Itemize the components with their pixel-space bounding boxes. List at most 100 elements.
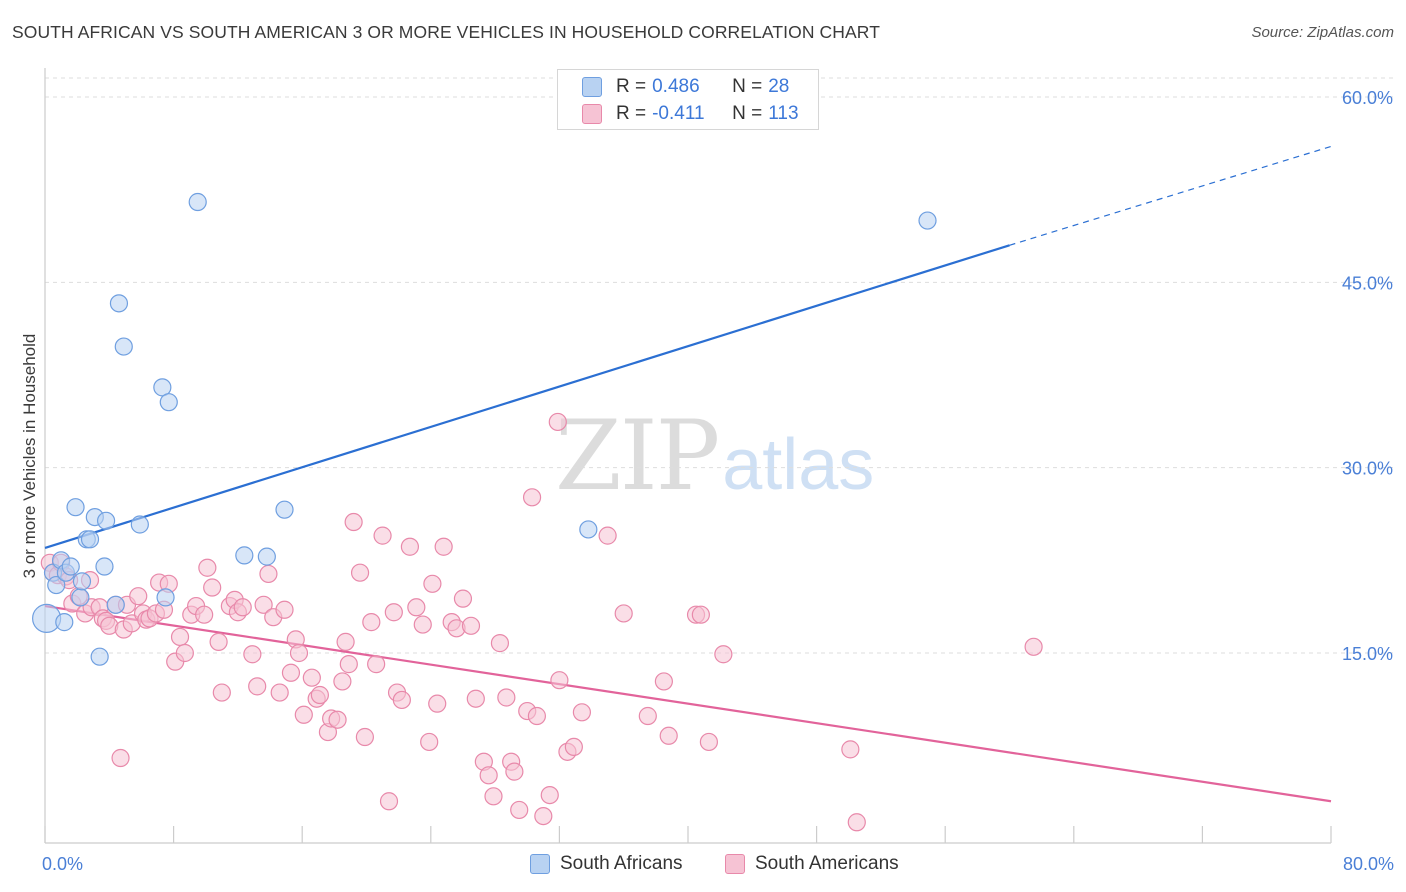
x-tick-label: 80.0% bbox=[1343, 854, 1394, 874]
trend-lines bbox=[44, 145, 1332, 803]
point-south-americans bbox=[209, 632, 228, 651]
point-south-americans bbox=[248, 677, 267, 696]
point-south-africans bbox=[159, 393, 178, 412]
point-south-americans bbox=[392, 690, 411, 710]
point-south-americans bbox=[233, 598, 252, 617]
point-south-americans bbox=[355, 727, 374, 747]
point-south-americans bbox=[195, 605, 214, 624]
point-south-americans bbox=[289, 643, 309, 663]
point-south-africans bbox=[106, 595, 125, 614]
point-south-americans bbox=[699, 732, 718, 752]
legend-swatch-blue bbox=[530, 854, 550, 874]
r-label: R = bbox=[616, 76, 647, 97]
point-south-americans bbox=[384, 603, 403, 622]
watermark: ZIPatlas bbox=[555, 400, 874, 512]
point-south-americans bbox=[243, 645, 262, 664]
n-label: N = bbox=[732, 103, 763, 124]
point-south-americans bbox=[129, 587, 148, 606]
point-south-americans bbox=[466, 689, 485, 708]
point-south-americans bbox=[841, 740, 860, 759]
point-south-americans bbox=[614, 604, 633, 623]
point-south-americans bbox=[505, 762, 524, 781]
legend-swatch-pink bbox=[725, 854, 745, 874]
point-south-americans bbox=[281, 663, 301, 682]
point-south-africans bbox=[90, 647, 109, 666]
n-value: 28 bbox=[768, 76, 790, 97]
point-south-americans bbox=[407, 598, 426, 617]
point-south-americans bbox=[423, 574, 442, 593]
point-south-africans bbox=[156, 588, 175, 607]
point-south-americans bbox=[420, 732, 439, 752]
chart-source: Source: ZipAtlas.com bbox=[1251, 24, 1394, 41]
x-tick-label: 0.0% bbox=[42, 854, 83, 874]
y-tick-label: 15.0% bbox=[1342, 644, 1393, 664]
point-south-americans bbox=[333, 672, 352, 691]
point-south-americans bbox=[659, 726, 678, 745]
r-value: -0.411 bbox=[652, 103, 705, 124]
legend-swatch-blue bbox=[582, 77, 602, 97]
point-south-africans bbox=[109, 294, 129, 313]
trend-line-south-americans bbox=[44, 604, 1332, 803]
chart-title: SOUTH AFRICAN VS SOUTH AMERICAN 3 OR MOR… bbox=[12, 22, 881, 42]
r-label: R = bbox=[616, 103, 647, 124]
point-south-americans bbox=[367, 655, 386, 674]
data-points bbox=[32, 192, 1043, 832]
point-south-americans bbox=[328, 710, 347, 729]
watermark-zip: ZIP bbox=[555, 400, 720, 512]
point-south-americans bbox=[510, 800, 529, 820]
point-south-africans bbox=[275, 500, 294, 519]
trend-line-south-africans bbox=[44, 244, 1010, 550]
point-south-americans bbox=[490, 634, 510, 653]
point-south-americans bbox=[198, 558, 217, 577]
point-south-africans bbox=[579, 520, 598, 539]
tick-labels: 15.0% 30.0% 45.0% 60.0% 0.0% 80.0% bbox=[42, 88, 1394, 874]
trend-line-south-africans-projection bbox=[1009, 145, 1332, 246]
correlation-legend: R = 0.486 N = 28 R = -0.411 N = 113 bbox=[557, 69, 819, 130]
point-south-africans bbox=[66, 498, 85, 517]
point-south-americans bbox=[540, 785, 559, 805]
point-south-americans bbox=[254, 595, 273, 614]
legend-label: South Africans bbox=[560, 853, 683, 874]
point-south-americans bbox=[270, 683, 289, 702]
legend-row-south-americans: R = -0.411 N = 113 bbox=[582, 101, 799, 127]
legend-item-south-africans: South Africans bbox=[530, 852, 683, 876]
point-south-africans bbox=[80, 530, 100, 549]
point-south-americans bbox=[259, 564, 278, 584]
point-south-americans bbox=[362, 613, 381, 632]
legend-row-south-africans: R = 0.486 N = 28 bbox=[582, 74, 789, 100]
point-south-americans bbox=[484, 787, 503, 806]
point-south-africans bbox=[918, 211, 937, 230]
point-south-americans bbox=[302, 668, 321, 687]
point-south-americans bbox=[336, 632, 355, 651]
point-south-africans bbox=[95, 557, 114, 576]
point-south-americans bbox=[428, 694, 447, 713]
point-south-africans bbox=[71, 588, 90, 607]
grid-lines bbox=[45, 77, 1394, 654]
r-value: 0.486 bbox=[652, 76, 700, 97]
y-tick-label: 60.0% bbox=[1342, 88, 1393, 108]
point-south-americans bbox=[170, 627, 190, 647]
point-south-americans bbox=[691, 605, 710, 624]
point-south-americans bbox=[497, 688, 516, 707]
point-south-africans bbox=[235, 546, 254, 565]
point-south-americans bbox=[564, 737, 583, 757]
point-south-americans bbox=[572, 703, 592, 722]
point-south-africans bbox=[55, 613, 74, 632]
point-south-americans bbox=[534, 806, 553, 826]
point-south-americans bbox=[373, 526, 392, 545]
point-south-americans bbox=[400, 537, 420, 556]
point-south-americans bbox=[522, 488, 542, 507]
point-south-americans bbox=[344, 512, 363, 532]
point-south-americans bbox=[1024, 637, 1043, 656]
point-south-americans bbox=[434, 537, 453, 556]
point-south-americans bbox=[413, 615, 432, 634]
point-south-americans bbox=[638, 706, 657, 726]
point-south-americans bbox=[654, 672, 673, 691]
point-south-americans bbox=[212, 683, 231, 702]
n-label: N = bbox=[732, 76, 763, 97]
point-south-americans bbox=[548, 412, 567, 432]
y-tick-label: 30.0% bbox=[1342, 459, 1393, 479]
point-south-americans bbox=[479, 766, 498, 785]
legend-item-south-americans: South Americans bbox=[725, 852, 899, 876]
point-south-americans bbox=[453, 589, 473, 608]
